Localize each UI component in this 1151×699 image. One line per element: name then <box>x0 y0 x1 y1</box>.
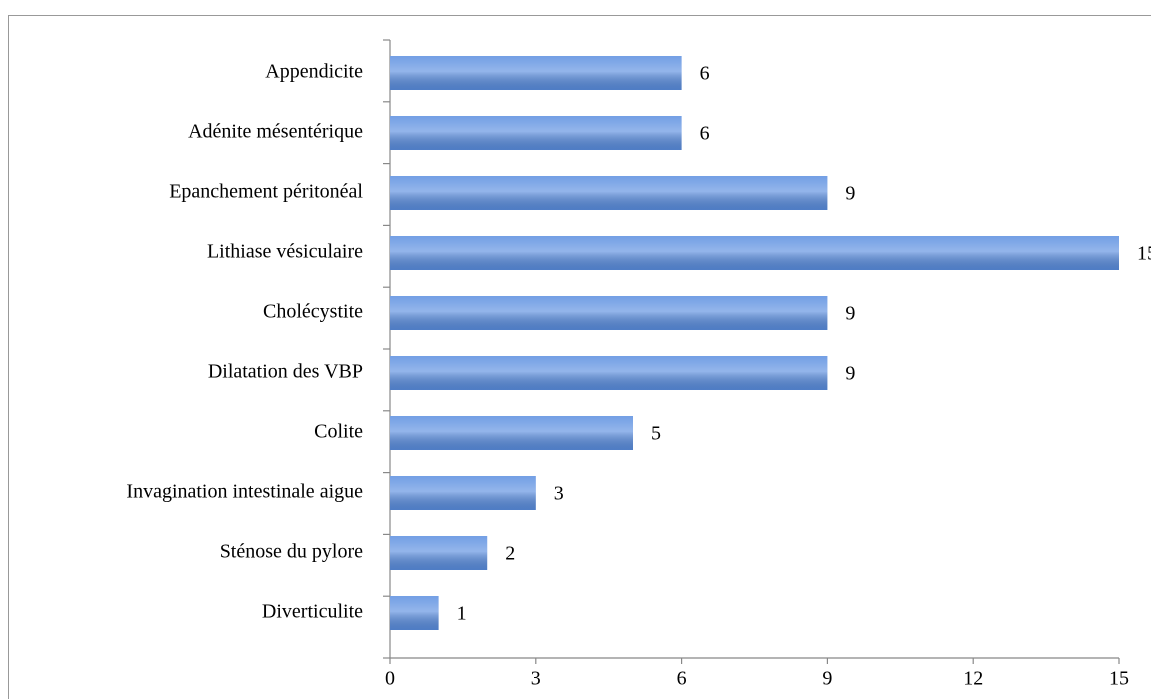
x-tick-label: 0 <box>385 668 395 690</box>
data-label: 9 <box>845 183 855 205</box>
y-tick-label: Lithiase vésiculaire <box>207 241 363 263</box>
bar-shine <box>390 176 828 210</box>
bar-shine <box>390 296 828 330</box>
bar-shine <box>390 236 1119 270</box>
data-label: 5 <box>651 423 661 445</box>
y-tick-label: Colite <box>314 421 363 443</box>
chart-frame <box>8 15 1151 699</box>
y-tick-label: Dilatation des VBP <box>208 361 363 383</box>
bar-shine <box>390 416 633 450</box>
data-label: 6 <box>700 63 710 85</box>
x-tick-label: 9 <box>822 668 832 690</box>
y-tick-label: Adénite mésentérique <box>188 121 363 143</box>
x-tick-label: 3 <box>531 668 541 690</box>
bar-shine <box>390 536 488 570</box>
bar-shine <box>390 356 828 390</box>
y-tick-label: Invagination intestinale aigue <box>126 481 363 503</box>
y-tick-label: Epanchement péritonéal <box>169 181 363 203</box>
data-label: 15 <box>1137 243 1151 265</box>
bar-shine <box>390 56 682 90</box>
data-label: 6 <box>700 123 710 145</box>
x-tick-label: 12 <box>963 668 983 690</box>
y-tick-label: Cholécystite <box>263 301 363 323</box>
bar-shine <box>390 116 682 150</box>
bar-shine <box>390 476 536 510</box>
data-label: 2 <box>505 543 515 565</box>
data-label: 1 <box>457 603 467 625</box>
y-tick-label: Appendicite <box>265 61 363 83</box>
x-tick-label: 6 <box>677 668 687 690</box>
y-tick-label: Diverticulite <box>262 601 363 623</box>
x-tick-label: 15 <box>1109 668 1129 690</box>
y-tick-label: Sténose du pylore <box>220 541 363 563</box>
data-label: 9 <box>845 363 855 385</box>
bar-shine <box>390 596 439 630</box>
data-label: 3 <box>554 483 564 505</box>
data-label: 9 <box>845 303 855 325</box>
